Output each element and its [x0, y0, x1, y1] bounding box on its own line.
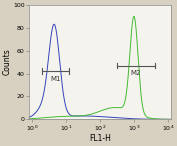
Text: M1: M1	[50, 76, 61, 82]
Y-axis label: Counts: Counts	[3, 49, 12, 75]
Text: M2: M2	[131, 70, 141, 76]
X-axis label: FL1-H: FL1-H	[89, 134, 111, 143]
